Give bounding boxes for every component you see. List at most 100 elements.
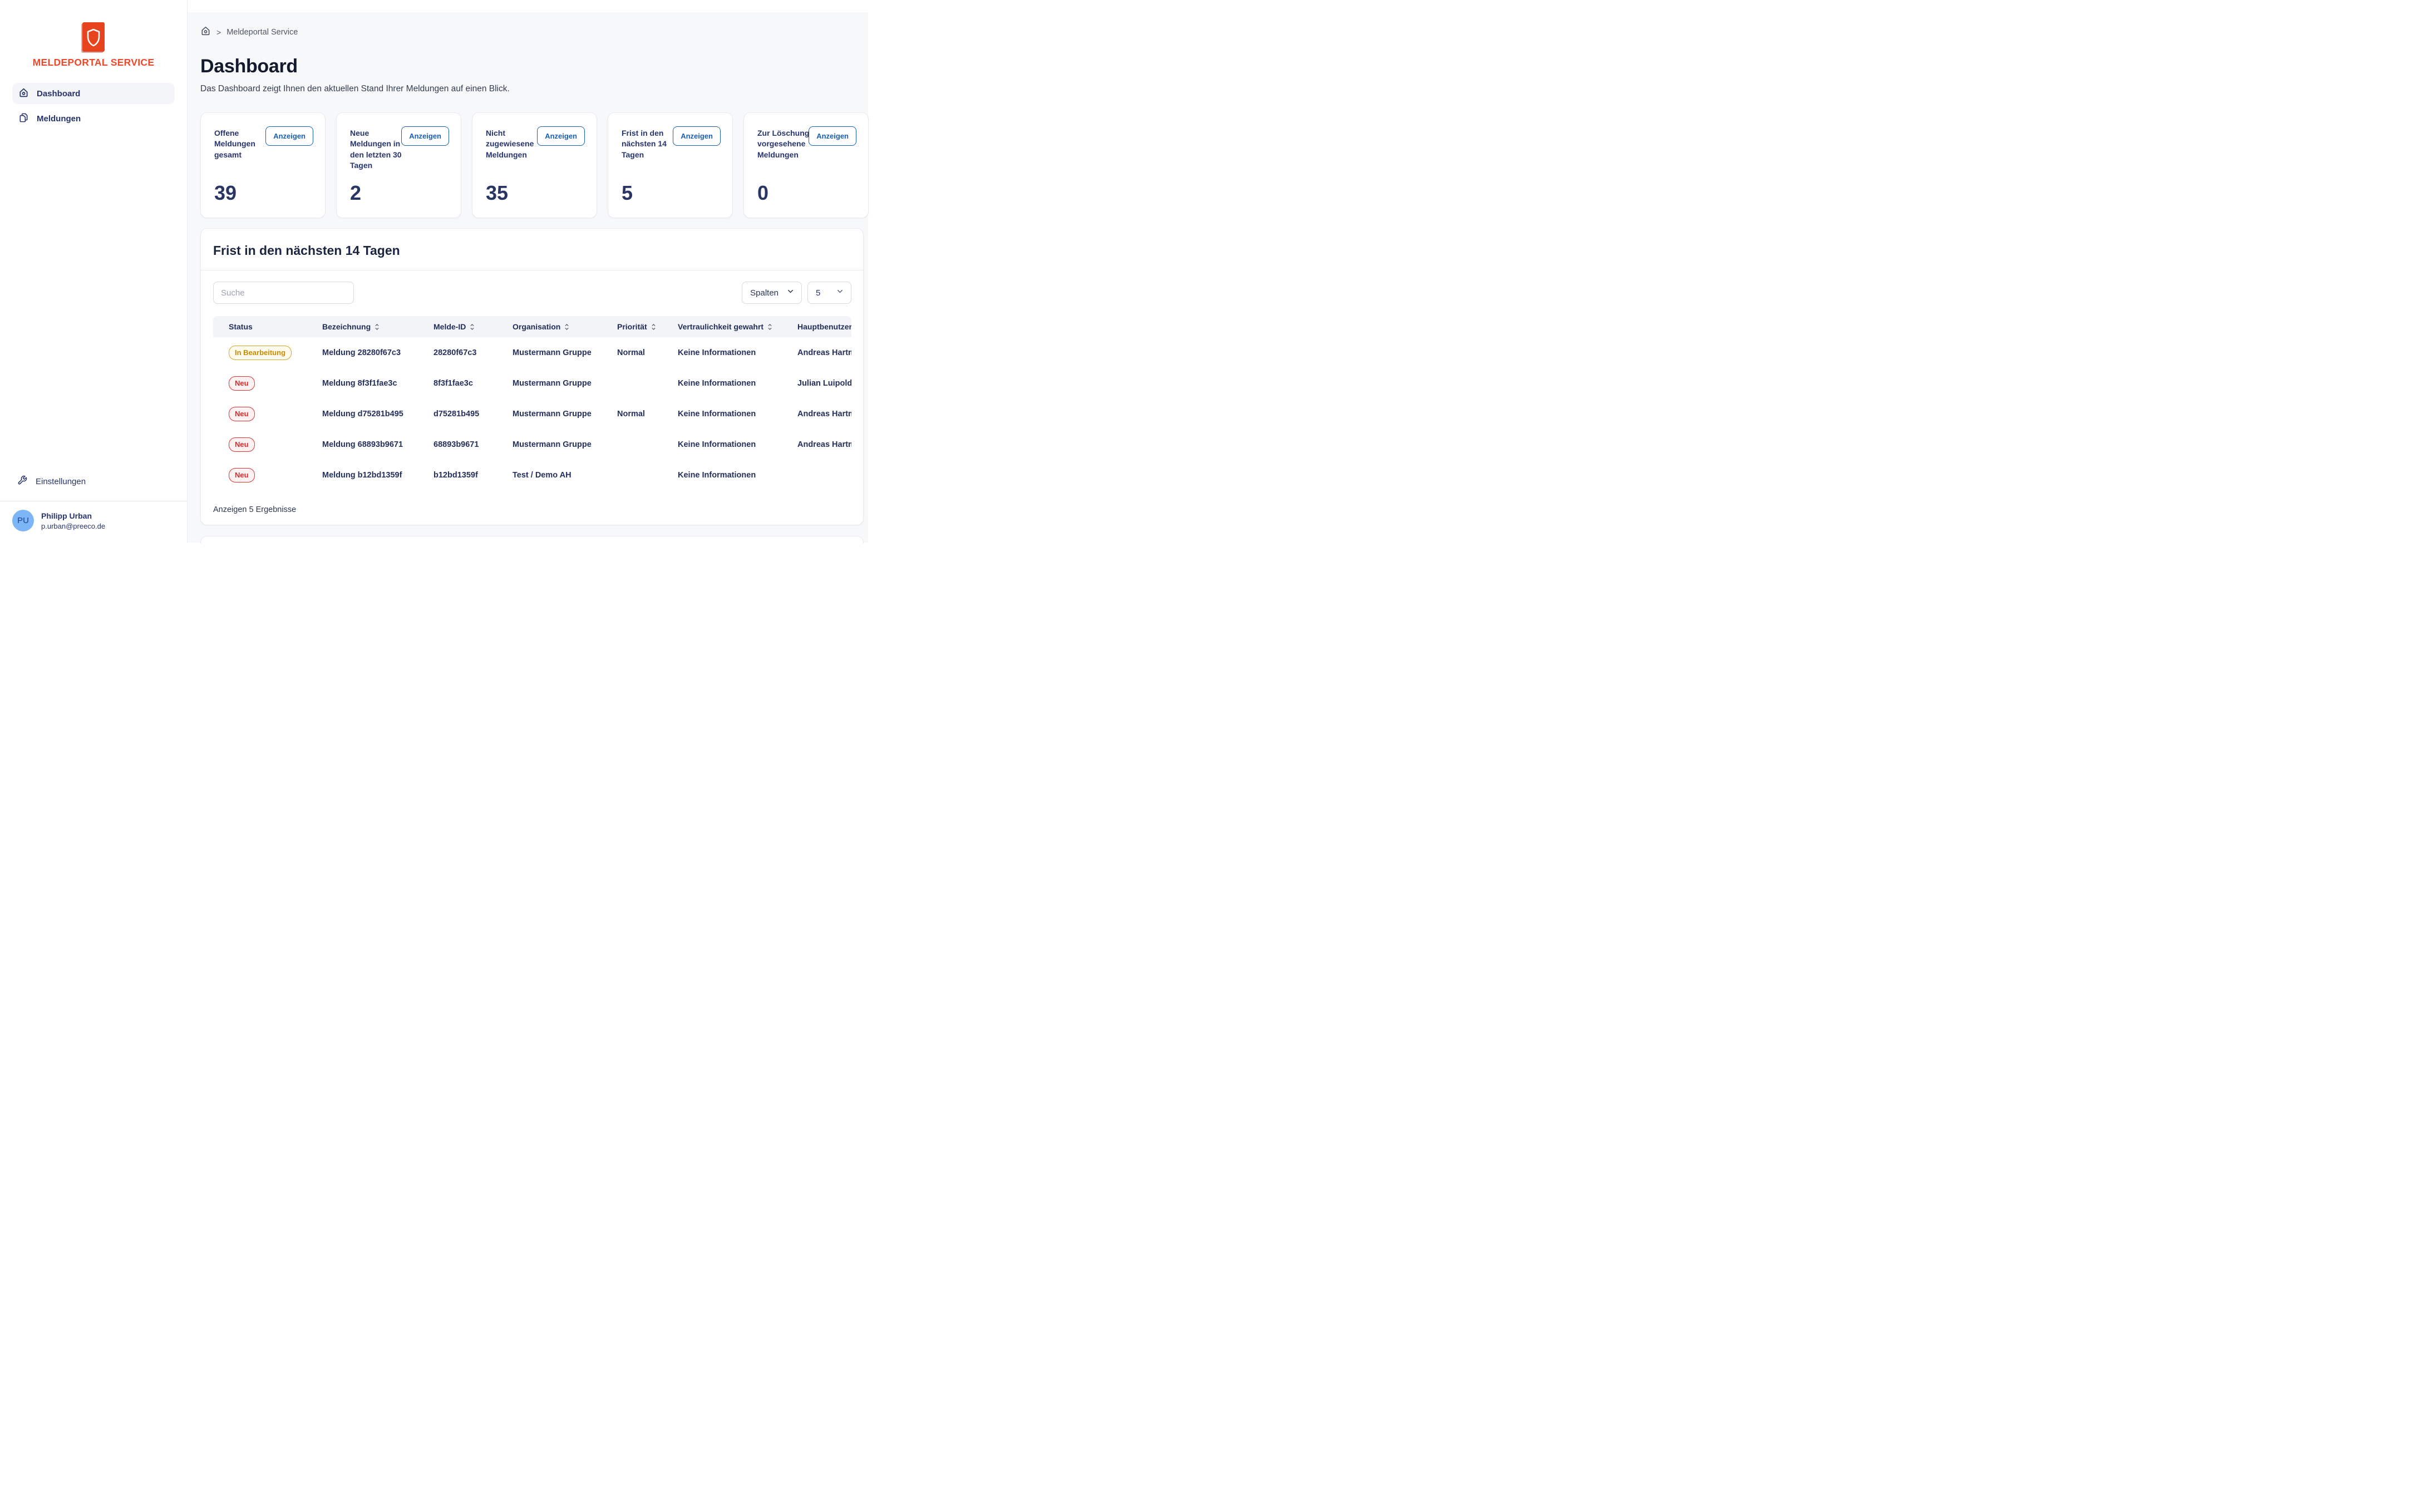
stat-card-zur-loeschung: Zur Löschung vorgesehene Meldungen Anzei… [743, 112, 869, 218]
meldungen-table: Status Bezeichnung Melde-ID Organisation… [213, 316, 851, 490]
page-title: Dashboard [200, 56, 298, 77]
sort-icon[interactable] [469, 323, 475, 331]
anzeigen-button[interactable]: Anzeigen [809, 126, 856, 146]
sidebar: MELDEPORTAL SERVICE Dashboard Meldungen [0, 0, 188, 543]
melde-id-cell: b12bd1359f [433, 470, 478, 480]
bezeichnung-cell: Meldung 28280f67c3 [322, 348, 401, 357]
table-header-row: Status Bezeichnung Melde-ID Organisation… [213, 316, 851, 337]
column-header-melde-id[interactable]: Melde-ID [433, 322, 513, 331]
status-badge: In Bearbeitung [229, 345, 292, 360]
breadcrumb-current[interactable]: Meldeportal Service [226, 27, 298, 37]
status-cell: Neu [229, 376, 322, 391]
anzeigen-button[interactable]: Anzeigen [401, 126, 449, 146]
logo-wordmark: MELDEPORTAL SERVICE [32, 57, 155, 68]
column-header-organisation[interactable]: Organisation [513, 322, 617, 331]
table-row[interactable]: In Bearbeitung Meldung 28280f67c3 28280f… [213, 337, 851, 368]
vertraulichkeit-cell: Keine Informationen [678, 348, 756, 357]
status-badge: Neu [229, 437, 255, 452]
anzeigen-button[interactable]: Anzeigen [673, 126, 721, 146]
status-cell: Neu [229, 406, 322, 421]
stat-card-neue-meldungen: Neue Meldungen in den letzten 30 Tagen A… [336, 112, 461, 218]
status-cell: In Bearbeitung [229, 345, 322, 360]
organisation-cell: Mustermann Gruppe [513, 409, 592, 418]
sort-icon[interactable] [564, 323, 570, 331]
stat-card-offene-meldungen: Offene Meldungen gesamt Anzeigen 39 [200, 112, 326, 218]
logo-shield-icon [82, 22, 105, 52]
chevron-down-icon [786, 287, 795, 298]
page-size-dropdown[interactable]: 5 [807, 282, 851, 304]
table-section-title: Frist in den nächsten 14 Tagen [213, 243, 400, 258]
organisation-cell: Mustermann Gruppe [513, 348, 592, 357]
status-badge: Neu [229, 376, 255, 391]
table-row[interactable]: Neu Meldung d75281b495 d75281b495 Muster… [213, 398, 851, 429]
column-header-hauptbenutzer[interactable]: Hauptbenutzer [797, 322, 851, 331]
logo: MELDEPORTAL SERVICE [0, 22, 187, 68]
table-row[interactable]: Neu Meldung 8f3f1fae3c 8f3f1fae3c Muster… [213, 368, 851, 398]
sort-icon[interactable] [767, 323, 773, 331]
stat-card-label: Neue Meldungen in den letzten 30 Tagen [350, 129, 402, 170]
columns-dropdown-label: Spalten [750, 288, 779, 298]
sidebar-item-label: Dashboard [37, 88, 81, 98]
sidebar-item-einstellungen[interactable]: Einstellungen [12, 472, 175, 491]
avatar: PU [12, 510, 34, 531]
hauptbenutzer-cell: Andreas Hartma [797, 348, 851, 357]
sidebar-bottom: Einstellungen PU Philipp Urban p.urban@p… [0, 472, 187, 543]
sidebar-nav: Dashboard Meldungen [0, 83, 187, 129]
chevron-down-icon [836, 287, 844, 298]
bezeichnung-cell: Meldung 8f3f1fae3c [322, 378, 397, 388]
breadcrumb: > Meldeportal Service [200, 0, 864, 38]
main-area: > Meldeportal Service Dashboard Das Dash… [188, 0, 869, 544]
melde-id-cell: d75281b495 [433, 409, 480, 418]
status-cell: Neu [229, 437, 322, 452]
organisation-cell: Test / Demo AH [513, 470, 572, 480]
anzeigen-button[interactable]: Anzeigen [537, 126, 585, 146]
sidebar-item-dashboard[interactable]: Dashboard [12, 83, 175, 104]
bezeichnung-cell: Meldung 68893b9671 [322, 440, 403, 449]
user-name: Philipp Urban [41, 511, 92, 520]
column-header-bezeichnung[interactable]: Bezeichnung [322, 322, 433, 331]
stat-card-frist-14-tage: Frist in den nächsten 14 Tagen Anzeigen … [608, 112, 733, 218]
search-input[interactable] [213, 282, 354, 304]
status-badge: Neu [229, 406, 255, 421]
melde-id-cell: 68893b9671 [433, 440, 479, 449]
settings-label: Einstellungen [36, 476, 86, 486]
stat-card-value: 39 [214, 181, 237, 204]
stat-card-nicht-zugewiesene: Nicht zugewiesene Meldungen Anzeigen 35 [472, 112, 597, 218]
stat-card-label: Offene Meldungen gesamt [214, 129, 255, 159]
breadcrumb-home-icon[interactable] [200, 26, 211, 38]
stat-card-label: Zur Löschung vorgesehene Meldungen [757, 129, 810, 159]
table-row[interactable]: Neu Meldung b12bd1359f b12bd1359f Test /… [213, 460, 851, 490]
stat-card-label: Nicht zugewiesene Meldungen [486, 129, 534, 159]
breadcrumb-separator: > [216, 27, 221, 37]
columns-dropdown[interactable]: Spalten [742, 282, 802, 304]
user-block[interactable]: PU Philipp Urban p.urban@preeco.de [0, 501, 187, 543]
stat-cards-row: Offene Meldungen gesamt Anzeigen 39 Neue… [200, 112, 869, 218]
melde-id-cell: 28280f67c3 [433, 348, 477, 357]
stat-card-value: 0 [757, 181, 769, 204]
sort-icon[interactable] [374, 323, 380, 331]
column-header-vertraulichkeit[interactable]: Vertraulichkeit gewahrt [678, 322, 797, 331]
table-row[interactable]: Neu Meldung 68893b9671 68893b9671 Muster… [213, 429, 851, 460]
status-cell: Neu [229, 467, 322, 482]
table-controls: Spalten 5 [201, 270, 863, 304]
sort-icon[interactable] [651, 323, 657, 331]
bezeichnung-cell: Meldung b12bd1359f [322, 470, 402, 480]
sidebar-item-meldungen[interactable]: Meldungen [12, 108, 175, 129]
vertraulichkeit-cell: Keine Informationen [678, 440, 756, 449]
anzeigen-button[interactable]: Anzeigen [265, 126, 313, 146]
status-badge: Neu [229, 467, 255, 482]
documents-icon [18, 112, 29, 125]
results-count: Anzeigen 5 Ergebnisse [213, 505, 297, 514]
organisation-cell: Mustermann Gruppe [513, 378, 592, 388]
sidebar-item-label: Meldungen [37, 114, 81, 124]
stat-card-label: Frist in den nächsten 14 Tagen [622, 129, 667, 159]
hauptbenutzer-cell: Andreas Hartma [797, 409, 851, 418]
hauptbenutzer-cell: Andreas Hartma [797, 440, 851, 449]
user-email: p.urban@preeco.de [41, 521, 106, 530]
column-header-prioritaet[interactable]: Priorität [617, 322, 678, 331]
wrench-icon [17, 475, 27, 487]
prioritaet-cell: Normal [617, 348, 645, 357]
page-size-value: 5 [816, 288, 821, 298]
hauptbenutzer-cell: Julian Luipold [797, 378, 851, 388]
next-section-card-partial [200, 536, 864, 544]
